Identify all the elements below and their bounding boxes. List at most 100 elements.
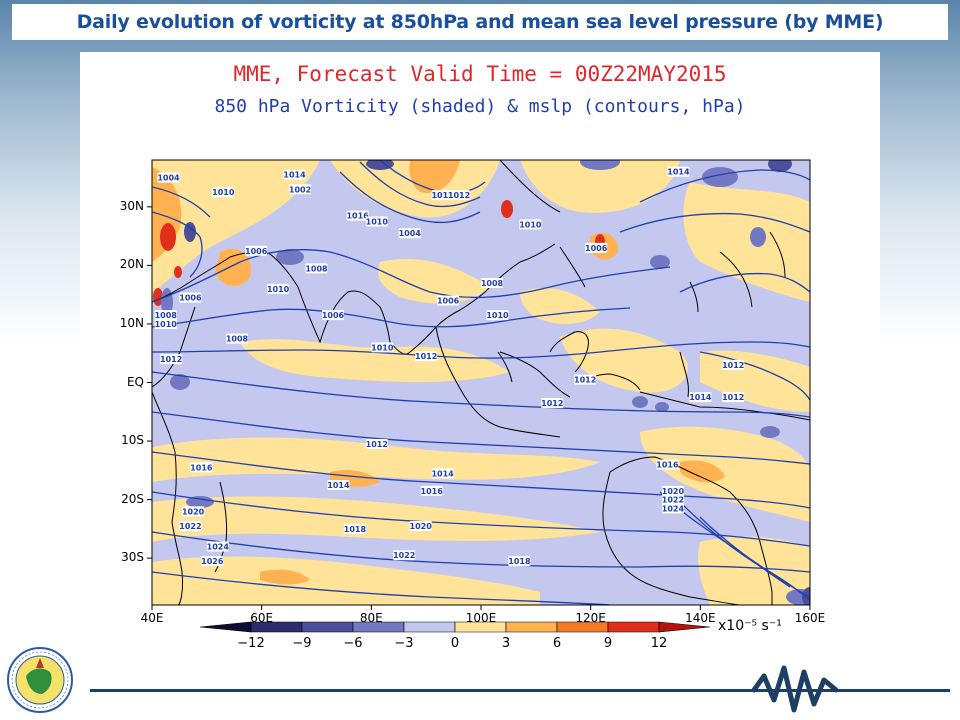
negative-vorticity-shading [161,160,810,605]
contour-label: 1004 [399,228,422,239]
contour-label: 1020 [182,506,205,517]
y-tick-label: 10N [119,315,144,330]
contour-label: 1010 [267,283,290,294]
contour-label: 1014 [327,479,350,490]
contour-label: 1014 [283,169,306,180]
colorbar-tick-label: 0 [450,636,460,651]
contour-label: 1004 [157,172,180,183]
svg-text:1014: 1014 [431,191,454,200]
contour-label: 1012 [415,351,437,362]
contour-label: 1016 [656,459,679,470]
svg-text:1008: 1008 [155,311,178,320]
contour-label: 1014 [667,166,690,177]
contour-label: 1012 [448,190,470,201]
svg-text:1006: 1006 [437,297,460,306]
svg-text:1010: 1010 [486,311,509,320]
y-tick-label: 20N [119,257,144,272]
colorbar-tick-label: −12 [237,636,265,651]
colorbar-tick-label: −3 [394,636,414,651]
contour-label: 1010 [212,187,235,198]
svg-text:1014: 1014 [689,393,712,402]
svg-text:1024: 1024 [662,504,685,513]
footer-divider [90,689,950,692]
svg-text:1006: 1006 [179,294,202,303]
svg-text:1004: 1004 [399,229,422,238]
contour-label: 1012 [541,397,563,408]
svg-text:1014: 1014 [431,469,454,478]
svg-text:1006: 1006 [245,247,268,256]
slide-title: Daily evolution of vorticity at 850hPa a… [12,4,948,40]
contour-label: 1008 [305,263,328,274]
contour-label: 1012 [160,354,182,365]
contour-label: 1018 [508,556,531,567]
svg-text:1018: 1018 [508,557,531,566]
contour-label: 1006 [585,242,608,253]
figure-panel: MME, Forecast Valid Time = 00Z22MAY2015 … [80,52,880,652]
svg-text:1020: 1020 [182,507,205,516]
contour-label: 1006 [322,310,345,321]
colorbar-segment [403,621,456,633]
contour-label: 1002 [289,184,311,195]
contour-label: 1016 [190,462,213,473]
svg-text:1006: 1006 [322,311,345,320]
contour-label: 1010 [486,310,509,321]
colorbar-segment [199,621,252,633]
svg-text:1016: 1016 [656,460,679,469]
svg-text:1016: 1016 [421,487,444,496]
contour-label: 1024 [207,541,230,552]
y-tick-label: 30N [119,198,144,213]
mslp-contours [152,160,810,605]
svg-text:1010: 1010 [366,217,389,226]
contour-label: 1026 [201,556,224,567]
svg-text:1012: 1012 [160,355,182,364]
svg-text:1010: 1010 [519,220,542,229]
contour-label: 1016 [346,210,369,221]
svg-text:1010: 1010 [212,188,235,197]
contour-label: 1010 [371,342,394,353]
contour-label: 1008 [155,310,178,321]
y-tick-label: 10S [121,433,144,448]
colorbar-segment [505,621,558,633]
svg-text:1012: 1012 [366,440,388,449]
contour-label: 1010 [366,216,389,227]
svg-text:1018: 1018 [344,525,367,534]
x-tick-label: 40E [140,611,164,625]
svg-text:1010: 1010 [155,320,178,329]
variable-subtitle: 850 hPa Vorticity (shaded) & mslp (conto… [214,96,746,117]
waveform-logo [752,665,839,713]
y-tick-label: EQ [126,374,144,389]
colorbar-segment [301,621,354,633]
contour-label: 1012 [574,374,596,385]
forecast-title: MME, Forecast Valid Time = 00Z22MAY2015 [233,62,727,86]
contour-label: 1018 [344,523,367,534]
axis-ticks [147,206,811,610]
colorbar-tick-label: 12 [650,636,668,651]
contour-label: 1010 [155,318,178,329]
svg-text:1004: 1004 [157,174,180,183]
contour-label: 1008 [481,277,504,288]
svg-text:1006: 1006 [585,244,608,253]
positive-vorticity-shading [152,160,810,605]
svg-text:1024: 1024 [207,542,230,551]
imd-logo [7,647,73,713]
contour-label: 1008 [226,333,249,344]
contour-label: 1006 [179,292,202,303]
contour-label: 1012 [722,392,744,403]
x-tick-label: 120E [575,611,606,625]
contour-label: 1020 [410,520,432,531]
colorbar [199,621,711,633]
colorbar-segment [658,621,711,633]
svg-text:1014: 1014 [667,168,690,177]
svg-text:1022: 1022 [662,496,684,505]
contour-label: 1014 [689,392,712,403]
y-tick-label: 30S [121,550,144,565]
colorbar-segment [607,621,660,633]
svg-text:1016: 1016 [346,212,369,221]
svg-text:1012: 1012 [722,361,744,370]
contour-label: 1006 [245,245,268,256]
contour-label: 1006 [437,295,460,306]
peak-positive-vorticity [153,200,605,306]
svg-text:1010: 1010 [267,285,290,294]
svg-text:1022: 1022 [393,551,415,560]
svg-text:1020: 1020 [662,487,685,496]
